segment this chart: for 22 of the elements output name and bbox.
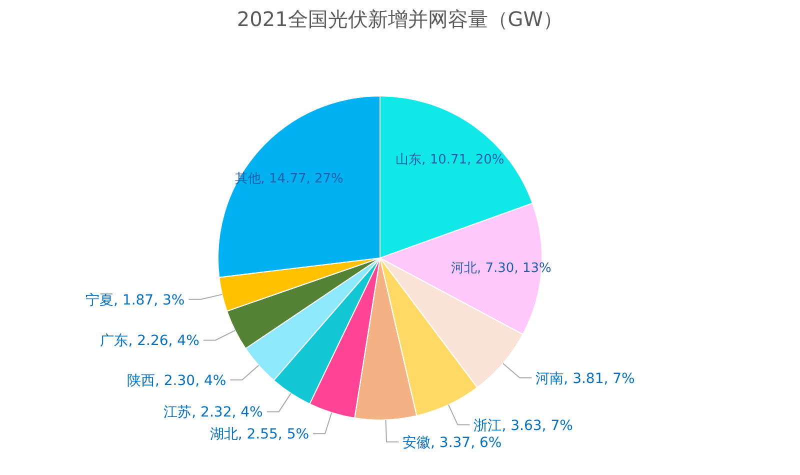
data-label: , 14.77, 27%: [260, 171, 344, 186]
slice-label: 河北: [450, 260, 477, 276]
data-label: , 2.30, 4%: [155, 372, 226, 389]
data-label: , 2.55, 5%: [238, 426, 310, 443]
slice-label: 广东: [100, 333, 128, 350]
data-label: , 2.26, 4%: [128, 333, 200, 350]
slice-label: 山东: [396, 152, 422, 168]
data-label: , 3.63, 7%: [502, 418, 573, 434]
slice-label: 河南: [536, 370, 564, 387]
slice-label: 陕西: [127, 372, 156, 389]
slice-label: 浙江: [474, 418, 502, 434]
slice-label: 湖北: [210, 426, 238, 443]
data-label: , 3.37, 6%: [430, 434, 502, 451]
data-label: , 1.87, 3%: [114, 292, 185, 308]
data-label: , 7.30, 13%: [476, 260, 552, 276]
data-label: , 10.71, 20%: [422, 152, 504, 168]
data-label: , 3.81, 7%: [564, 370, 635, 387]
chart-title: 2021全国光伏新增并网容量（GW）: [236, 7, 564, 31]
slice-label: 安徽: [402, 434, 431, 451]
slice-label: 江苏: [164, 404, 192, 421]
data-label: , 2.32, 4%: [192, 404, 263, 421]
slice-label: 宁夏: [86, 292, 114, 308]
